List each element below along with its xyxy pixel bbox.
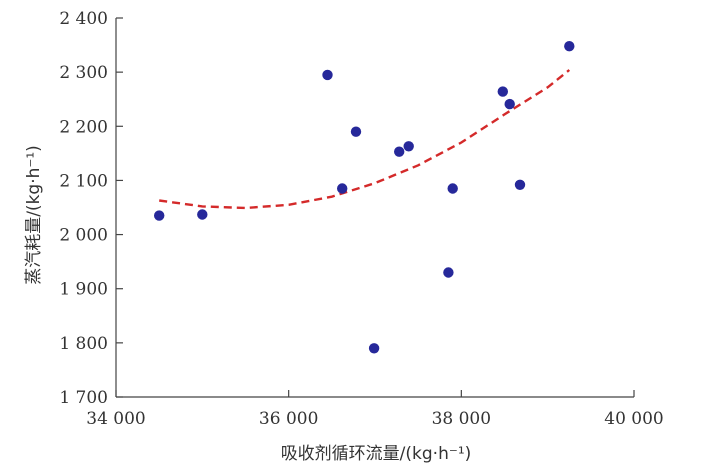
y-tick-label: 2 200 <box>59 117 108 137</box>
x-tick-label: 34 000 <box>86 409 145 429</box>
x-tick-label: 40 000 <box>604 409 663 429</box>
y-tick-label: 2 000 <box>59 226 108 246</box>
data-point <box>564 41 575 52</box>
data-point <box>514 179 526 190</box>
trend-layer <box>159 69 571 210</box>
x-tick-label: 38 000 <box>432 409 491 429</box>
data-point <box>394 146 405 157</box>
y-tick-label: 2 100 <box>59 171 108 191</box>
y-tick-label: 1 900 <box>59 280 108 300</box>
x-axis-title: 吸收剂循环流量/(kg·h⁻¹) <box>281 444 472 464</box>
axes <box>115 18 634 398</box>
data-point <box>337 183 348 194</box>
y-tick-label: 1 700 <box>59 388 108 408</box>
data-point <box>447 183 458 194</box>
x-tick-label: 36 000 <box>259 409 318 429</box>
y-tick-label: 2 400 <box>59 9 108 29</box>
data-point <box>368 343 380 354</box>
trend-line <box>159 69 571 210</box>
points-layer <box>154 41 575 354</box>
data-point <box>403 141 414 152</box>
data-point <box>504 98 515 110</box>
data-point <box>322 69 333 81</box>
x-ticks: 34 000 36 000 38 000 40 000 <box>86 390 664 429</box>
data-point <box>443 267 454 278</box>
y-axis-title: 蒸汽耗量/(kg·h⁻¹) <box>24 145 44 285</box>
y-tick-label: 2 300 <box>59 63 108 83</box>
y-tick-label: 1 800 <box>59 334 108 354</box>
data-point <box>350 126 362 137</box>
y-ticks: 1 700 1 800 1 900 2 000 2 100 2 200 2 300 2 400 <box>59 9 123 408</box>
data-point <box>197 209 208 220</box>
data-point <box>154 210 165 221</box>
data-point <box>497 86 508 97</box>
